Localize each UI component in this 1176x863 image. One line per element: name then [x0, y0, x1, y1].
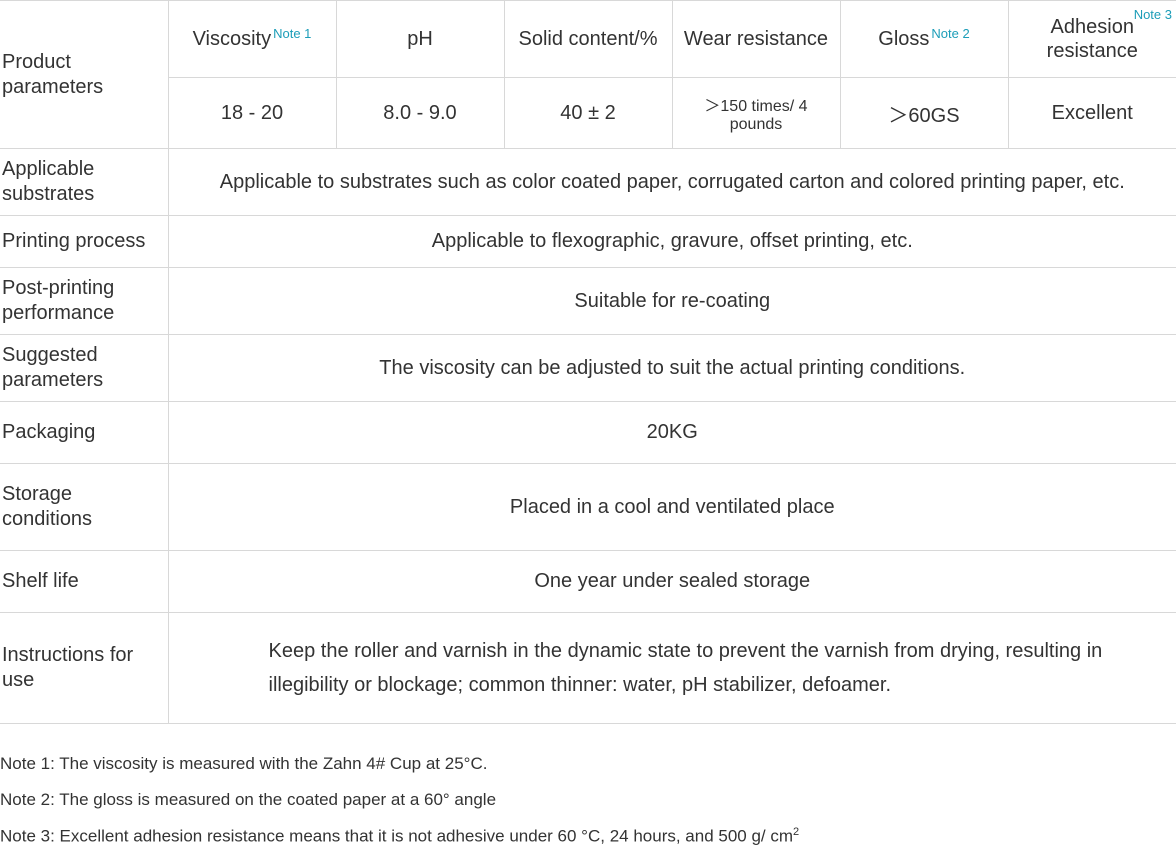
- value-text: Placed in a cool and ventilated place: [510, 496, 835, 518]
- cell-packaging: 20KG: [168, 402, 1176, 464]
- table-row: Instructions for use Keep the roller and…: [0, 613, 1176, 724]
- note-link: Note 2: [931, 26, 969, 41]
- row-label-shelf-life: Shelf life: [0, 551, 168, 613]
- value-text: 40 ± 2: [560, 102, 615, 124]
- row-label-storage-conditions: Storage conditions: [0, 464, 168, 551]
- table-row: Product parameters ViscosityNote 1 pH So…: [0, 1, 1176, 78]
- header-text: Viscosity: [193, 28, 272, 50]
- table-row: Suggested parameters The viscosity can b…: [0, 335, 1176, 402]
- cell-gloss: ＞60GS: [840, 78, 1008, 149]
- row-label-post-printing: Post-printing performance: [0, 268, 168, 335]
- cell-wear-resistance: ＞150 times/ 4 pounds: [672, 78, 840, 149]
- footnote-superscript: 2: [793, 826, 799, 838]
- footnotes-section: Note 1: The viscosity is measured with t…: [0, 724, 1176, 847]
- label-text: Shelf life: [2, 570, 79, 592]
- table-row: Packaging 20KG: [0, 402, 1176, 464]
- col-header-adhesion: AdhesionNote 3 resistance: [1008, 1, 1176, 78]
- row-label-applicable-substrates: Applicable substrates: [0, 149, 168, 216]
- label-text: Product parameters: [2, 51, 103, 98]
- footnote-3: Note 3: Excellent adhesion resistance me…: [0, 826, 1176, 847]
- footnote-text: Note 3: Excellent adhesion resistance me…: [0, 827, 793, 846]
- header-text-line1: Adhesion: [1051, 16, 1134, 38]
- label-text: Suggested parameters: [2, 344, 103, 391]
- table-row: 18 - 20 8.0 - 9.0 40 ± 2 ＞150 times/ 4 p…: [0, 78, 1176, 149]
- value-text: Excellent: [1052, 102, 1133, 124]
- table-row: Printing process Applicable to flexograp…: [0, 216, 1176, 268]
- label-text: Packaging: [2, 421, 95, 443]
- cell-instructions: Keep the roller and varnish in the dynam…: [168, 613, 1176, 724]
- col-header-wear-resistance: Wear resistance: [672, 1, 840, 78]
- cell-suggested-parameters: The viscosity can be adjusted to suit th…: [168, 335, 1176, 402]
- footnote-text: Note 1: The viscosity is measured with t…: [0, 754, 487, 773]
- header-text: pH: [407, 28, 433, 50]
- label-text: Storage conditions: [2, 483, 92, 530]
- row-label-product-parameters: Product parameters: [0, 1, 168, 149]
- footnote-text: Note 2: The gloss is measured on the coa…: [0, 790, 496, 809]
- value-text: ＞60GS: [888, 105, 959, 127]
- label-text: Instructions for use: [2, 644, 133, 691]
- cell-ph: 8.0 - 9.0: [336, 78, 504, 149]
- value-text: Suitable for re-coating: [574, 290, 770, 312]
- cell-solid-content: 40 ± 2: [504, 78, 672, 149]
- row-label-suggested-parameters: Suggested parameters: [0, 335, 168, 402]
- footnote-2: Note 2: The gloss is measured on the coa…: [0, 790, 1176, 810]
- value-text: One year under sealed storage: [534, 570, 810, 592]
- col-header-gloss: GlossNote 2: [840, 1, 1008, 78]
- label-text: Post-printing performance: [2, 277, 114, 324]
- value-text: ＞150 times/ 4 pounds: [704, 98, 807, 133]
- col-header-viscosity: ViscosityNote 1: [168, 1, 336, 78]
- cell-shelf-life: One year under sealed storage: [168, 551, 1176, 613]
- header-text: Gloss: [878, 28, 929, 50]
- footnote-1: Note 1: The viscosity is measured with t…: [0, 754, 1176, 774]
- note-link: Note 1: [273, 26, 311, 41]
- cell-printing-process: Applicable to flexographic, gravure, off…: [168, 216, 1176, 268]
- cell-storage-conditions: Placed in a cool and ventilated place: [168, 464, 1176, 551]
- row-label-printing-process: Printing process: [0, 216, 168, 268]
- header-text: Solid content/%: [519, 28, 658, 50]
- header-text-line2: resistance: [1047, 40, 1138, 62]
- col-header-ph: pH: [336, 1, 504, 78]
- row-label-packaging: Packaging: [0, 402, 168, 464]
- note-link: Note 3: [1134, 7, 1172, 23]
- value-text: 18 - 20: [221, 102, 283, 124]
- label-text: Applicable substrates: [2, 158, 94, 205]
- table-row: Shelf life One year under sealed storage: [0, 551, 1176, 613]
- table-row: Storage conditions Placed in a cool and …: [0, 464, 1176, 551]
- cell-applicable-substrates: Applicable to substrates such as color c…: [168, 149, 1176, 216]
- header-text: Wear resistance: [684, 28, 828, 50]
- value-text: 20KG: [647, 421, 698, 443]
- value-text: 8.0 - 9.0: [383, 102, 456, 124]
- table-row: Post-printing performance Suitable for r…: [0, 268, 1176, 335]
- cell-post-printing: Suitable for re-coating: [168, 268, 1176, 335]
- label-text: Printing process: [2, 230, 145, 252]
- value-text: Applicable to substrates such as color c…: [220, 171, 1125, 193]
- cell-viscosity: 18 - 20: [168, 78, 336, 149]
- cell-adhesion: Excellent: [1008, 78, 1176, 149]
- spec-table: Product parameters ViscosityNote 1 pH So…: [0, 0, 1176, 724]
- value-text: Applicable to flexographic, gravure, off…: [432, 230, 913, 252]
- value-text: Keep the roller and varnish in the dynam…: [269, 640, 1103, 696]
- table-row: Applicable substrates Applicable to subs…: [0, 149, 1176, 216]
- value-text: The viscosity can be adjusted to suit th…: [379, 357, 965, 379]
- col-header-solid-content: Solid content/%: [504, 1, 672, 78]
- row-label-instructions: Instructions for use: [0, 613, 168, 724]
